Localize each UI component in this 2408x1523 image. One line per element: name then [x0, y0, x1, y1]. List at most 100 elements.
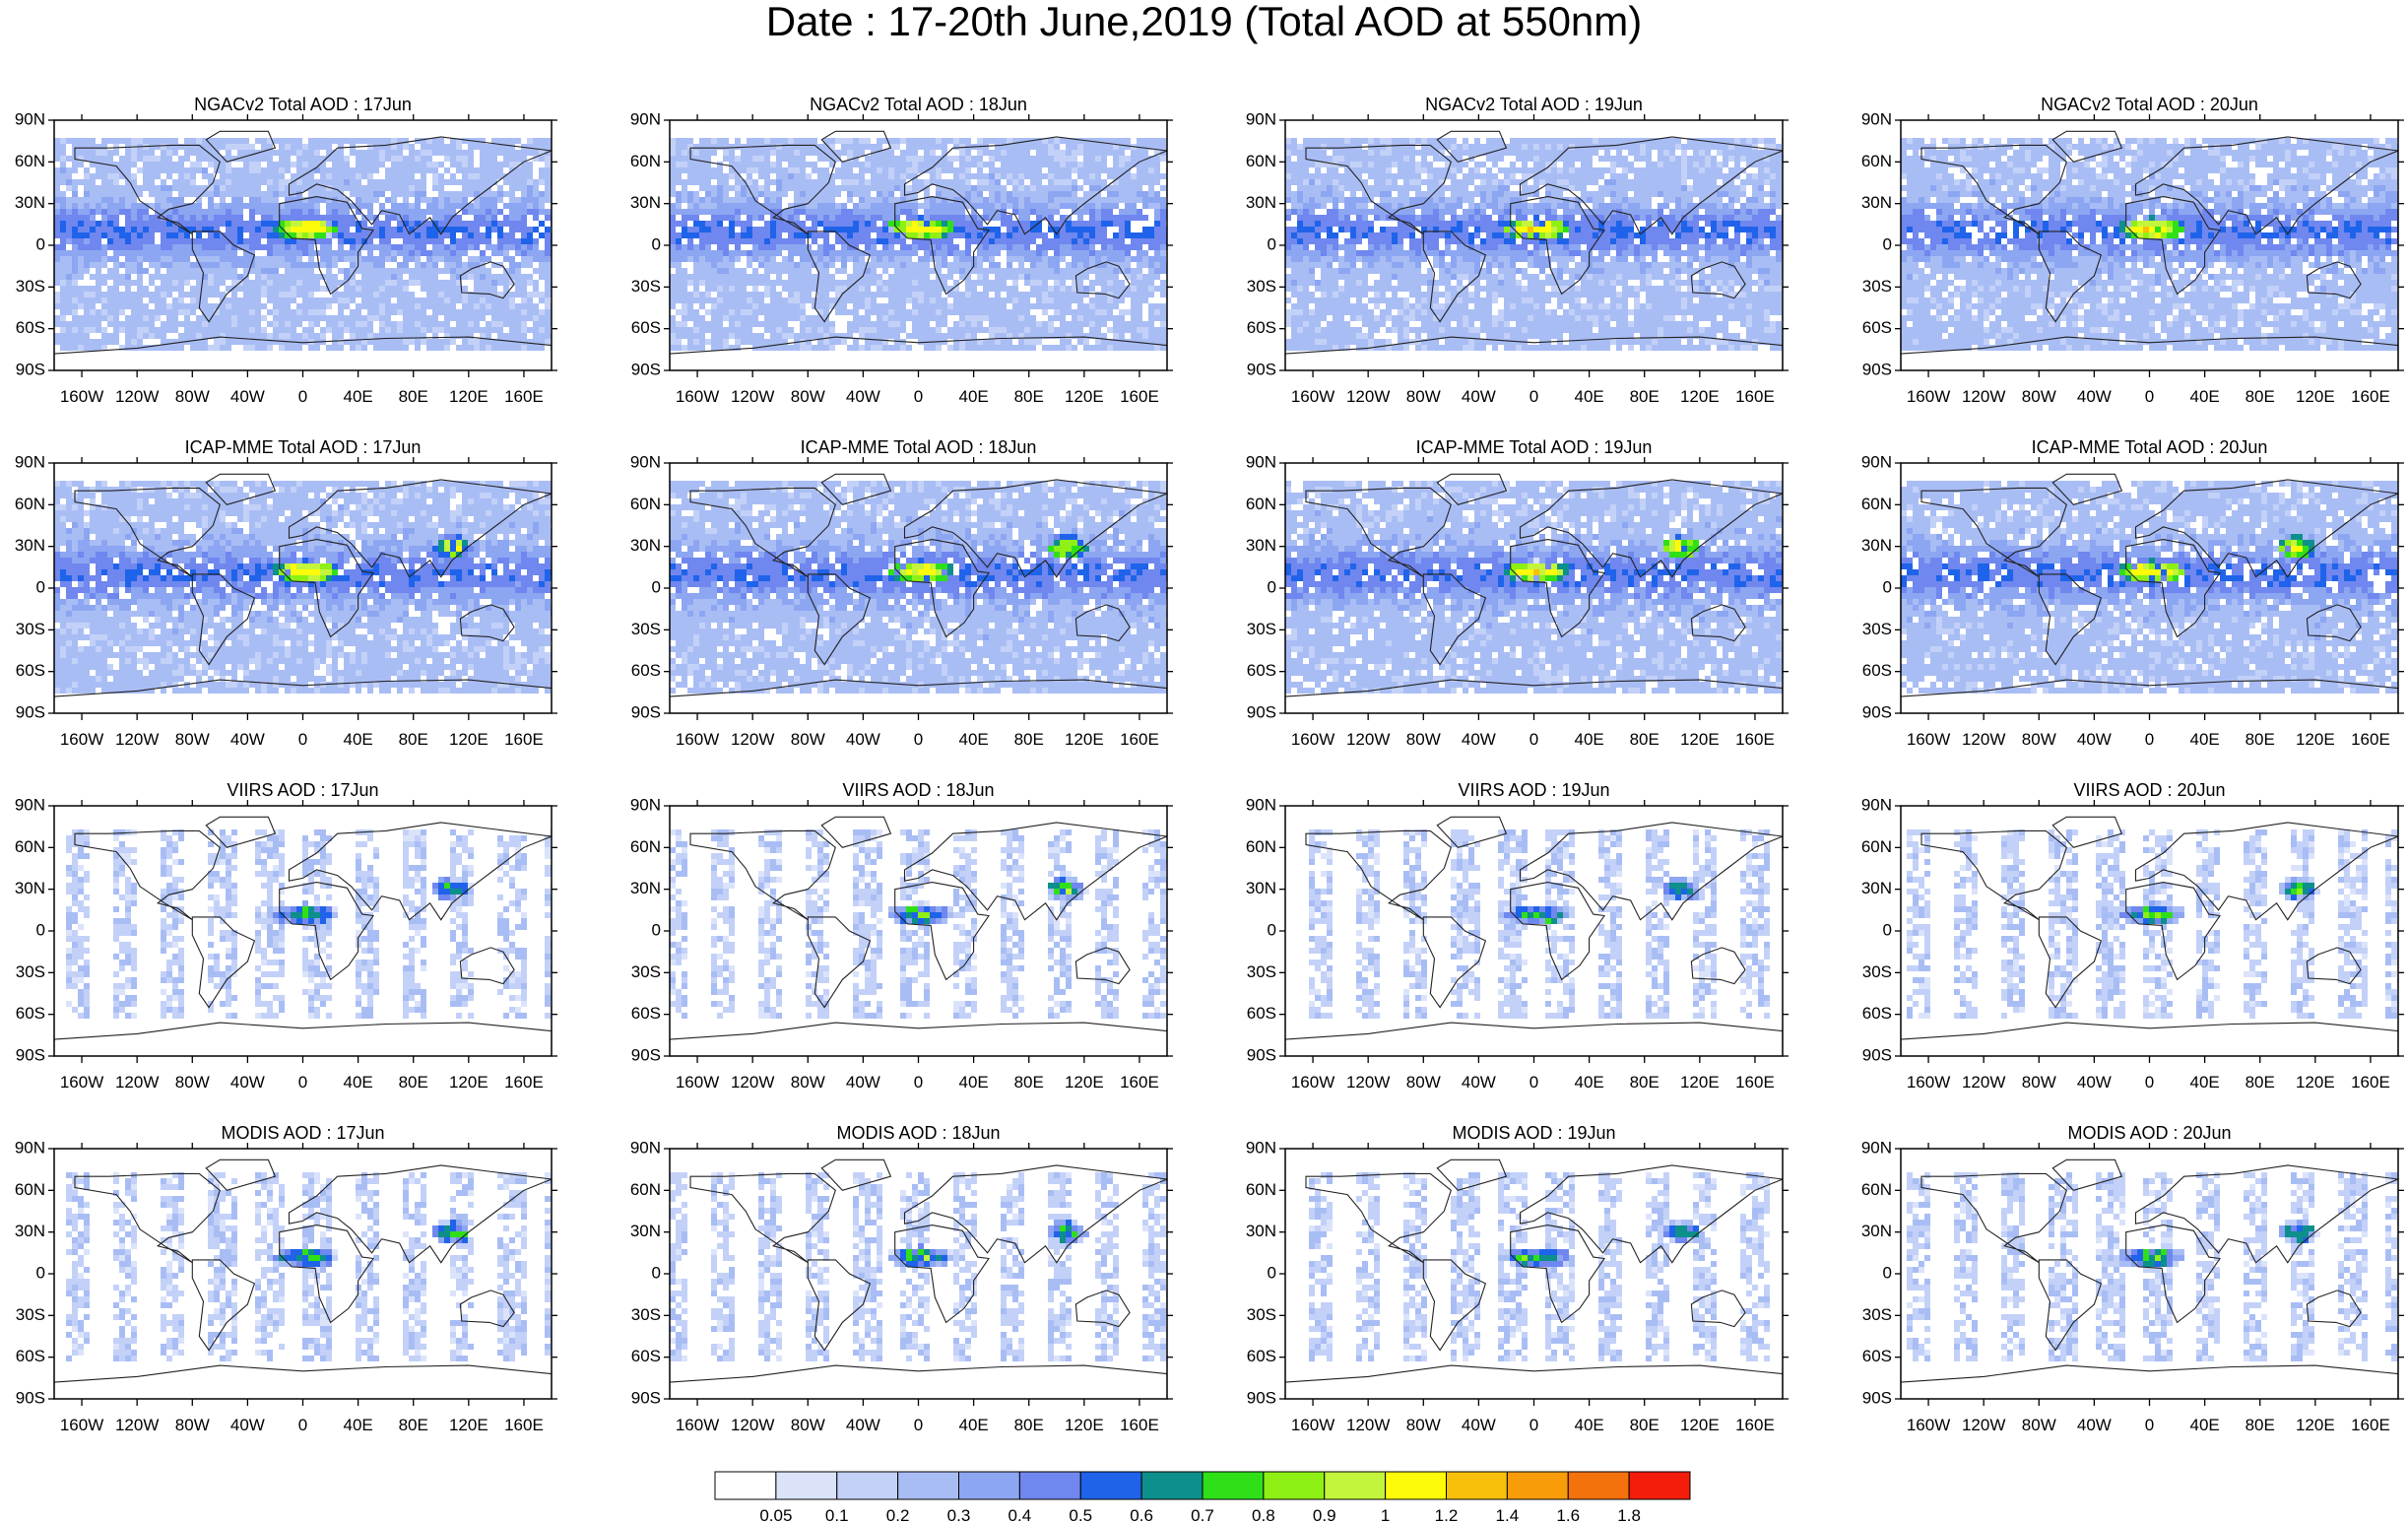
- lon-label: 40W: [230, 1073, 265, 1092]
- coastline: [191, 916, 256, 1009]
- lat-label: 30S: [1247, 1305, 1276, 1324]
- lat-label: 90N: [630, 109, 661, 128]
- lat-label: 60N: [1246, 152, 1276, 170]
- lat-label: 60N: [1861, 152, 1892, 170]
- coastline: [279, 539, 374, 638]
- panel-title: VIIRS AOD : 18Jun: [842, 780, 994, 800]
- lon-label: 80W: [175, 1073, 210, 1092]
- coastline: [2134, 479, 2398, 578]
- lat-label: 60S: [1862, 1004, 1892, 1023]
- lon-label: 160W: [1291, 1073, 1334, 1092]
- lat-label: 0: [1883, 920, 1892, 939]
- panel-title: MODIS AOD : 19Jun: [1452, 1123, 1615, 1143]
- lon-label: 160E: [1120, 730, 1159, 749]
- lat-label: 90S: [1247, 1045, 1276, 1064]
- coastline: [54, 1022, 552, 1056]
- colorbar-swatch: [1385, 1471, 1447, 1500]
- lon-label: 40E: [343, 387, 372, 406]
- lat-label: 60N: [15, 495, 45, 513]
- lat-label: 90S: [1862, 1045, 1892, 1064]
- colorbar-label: 1.2: [1435, 1506, 1459, 1523]
- map-panel: ICAP-MME Total AOD : 20Jun 90N 60N 30N 0 30S 6…: [1861, 437, 2404, 749]
- panel-title: VIIRS AOD : 19Jun: [1458, 780, 1609, 800]
- lon-label: 80E: [1630, 1416, 1660, 1434]
- map-panel: NGACv2 Total AOD : 17Jun 90N 60N 30N 0 30S 60S…: [15, 95, 557, 406]
- lat-label: 30N: [630, 879, 661, 897]
- lon-label: 80E: [2245, 387, 2275, 406]
- colorbar-label: 0.7: [1191, 1506, 1214, 1523]
- lat-label: 0: [652, 234, 661, 253]
- lon-label: 0: [914, 1073, 923, 1092]
- panel-title: MODIS AOD : 18Jun: [836, 1123, 1000, 1143]
- coastline: [191, 231, 256, 323]
- colorbar-swatch: [1567, 1471, 1630, 1500]
- coastline: [2306, 604, 2362, 642]
- lat-label: 30S: [1862, 962, 1892, 981]
- coastline: [670, 336, 1167, 370]
- coastline: [288, 479, 552, 578]
- lon-label: 80W: [2022, 730, 2056, 749]
- lon-label: 0: [2145, 730, 2154, 749]
- coastline: [1510, 196, 1605, 296]
- lon-label: 80E: [399, 1073, 428, 1092]
- lat-label: 0: [652, 1263, 661, 1282]
- lon-label: 120W: [731, 387, 774, 406]
- coastline: [894, 1225, 990, 1324]
- lon-label: 40W: [230, 387, 265, 406]
- lat-label: 60N: [15, 1180, 45, 1199]
- coastline: [903, 136, 1167, 235]
- lat-label: 30N: [1246, 1222, 1276, 1240]
- lon-label: 40W: [2077, 387, 2112, 406]
- lat-label: 60S: [1862, 1347, 1892, 1365]
- coastline: [1436, 1159, 1508, 1191]
- coastline: [2051, 130, 2123, 163]
- lat-label: 60N: [1861, 1180, 1892, 1199]
- coastline: [2038, 916, 2103, 1009]
- map-panel: VIIRS AOD : 17Jun 90N 60N 30N 0 30S 60S 90S 160W…: [15, 780, 557, 1092]
- map-panel: ICAP-MME Total AOD : 18Jun 90N 60N 30N 0 30S 6…: [630, 437, 1173, 749]
- coastline: [1519, 1164, 1783, 1264]
- lat-label: 90N: [630, 452, 661, 471]
- coastline: [1074, 604, 1131, 642]
- coastline: [459, 947, 515, 985]
- colorbar-label: 0.05: [759, 1506, 792, 1523]
- lon-label: 120E: [449, 730, 488, 749]
- coastline: [74, 487, 221, 578]
- lon-label: 120W: [731, 1416, 774, 1434]
- lat-label: 60S: [631, 1347, 661, 1365]
- lon-label: 0: [298, 387, 307, 406]
- lon-label: 160E: [2351, 387, 2390, 406]
- lat-label: 60N: [1861, 837, 1892, 856]
- lat-label: 30S: [16, 620, 45, 638]
- panel-title: ICAP-MME Total AOD : 20Jun: [2032, 437, 2268, 457]
- lon-label: 120W: [1346, 730, 1390, 749]
- coastline: [807, 916, 872, 1009]
- lat-label: 30N: [15, 193, 45, 212]
- lat-label: 30S: [631, 620, 661, 638]
- lon-label: 0: [298, 1073, 307, 1092]
- lon-label: 120W: [1346, 1416, 1390, 1434]
- lat-label: 60S: [16, 1004, 45, 1023]
- coastline: [2038, 573, 2103, 666]
- coastline: [2306, 947, 2362, 985]
- lon-label: 120E: [1065, 387, 1104, 406]
- lon-label: 0: [1529, 730, 1538, 749]
- coastline: [459, 604, 515, 642]
- lat-label: 30N: [1861, 536, 1892, 555]
- lat-label: 60N: [630, 152, 661, 170]
- lon-label: 80W: [175, 387, 210, 406]
- lon-label: 40W: [2077, 1416, 2112, 1434]
- coastline: [1690, 604, 1746, 642]
- lon-label: 40W: [846, 1073, 880, 1092]
- lon-label: 40W: [1462, 1073, 1496, 1092]
- panel-title: VIIRS AOD : 20Jun: [2073, 780, 2225, 800]
- colorbar-label: 1.6: [1556, 1506, 1580, 1523]
- coastline: [903, 479, 1167, 578]
- lon-label: 160W: [676, 1416, 719, 1434]
- lat-label: 90N: [15, 109, 45, 128]
- lat-label: 90N: [1861, 109, 1892, 128]
- lat-label: 30N: [1861, 193, 1892, 212]
- map-panel: MODIS AOD : 17Jun 90N 60N 30N 0 30S 60S 90S 160W…: [15, 1123, 557, 1434]
- lon-label: 80W: [791, 387, 825, 406]
- lat-label: 60N: [630, 1180, 661, 1199]
